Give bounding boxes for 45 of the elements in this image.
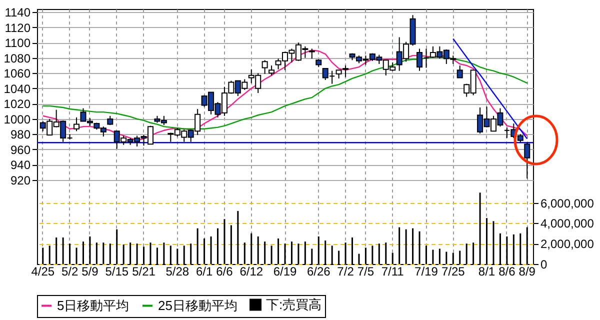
y2-tick-label: 6,000,000 [540,196,594,210]
y-tick-label: 1040 [4,82,31,96]
candlestick [262,60,268,74]
x-tick-label: 5/9 [82,264,99,278]
y-tick-label: 1140 [4,6,31,20]
y-tick-label: 1020 [4,97,31,112]
candlestick [308,48,315,60]
y-tick-label: 1120 [4,20,31,35]
y2-tick-label: 2,000,000 [540,237,594,252]
x-tick-label: 7/2 [337,264,354,278]
legend-label: 5日移動平均 [57,298,130,313]
y-tick-label: 1000 [4,112,31,126]
x-tick-label: 8/6 [498,264,516,278]
x-tick-label: 7/25 [441,264,466,278]
y-tick-label: 1080 [4,51,31,66]
x-tick-label: 7/19 [414,264,438,278]
x-tick-label: 8/9 [518,264,536,278]
legend-label: 下:売買高 [266,296,322,312]
line-series [452,38,528,140]
x-tick-label: 7/11 [381,264,404,278]
x-tick-label: 5/15 [105,264,129,278]
y2-tick-label: 0 [540,258,548,272]
y-tick-label: 920 [10,174,31,188]
x-tick-label: 6/26 [306,264,331,278]
y-tick-label: 960 [10,142,31,157]
y-tick-label: 980 [10,128,31,142]
y-tick-label: 940 [10,158,31,172]
x-tick-label: 7/5 [357,264,374,278]
x-tick-label: 4/25 [31,264,55,278]
x-tick-label: 6/19 [273,264,297,278]
y-tick-label: 1060 [4,66,31,81]
candlestick [74,116,80,132]
x-tick-label: 6/6 [216,264,234,278]
x-tick-label: 5/2 [61,264,78,278]
x-tick-label: 5/28 [166,264,190,278]
candlestick [456,64,463,78]
x-tick-label: 8/1 [478,264,496,278]
x-tick-label: 5/21 [132,264,156,278]
x-tick-label: 6/1 [196,264,213,278]
legend-label: 25日移動平均 [158,298,238,313]
candlestick [524,142,530,179]
y2-tick-label: 4,000,000 [540,216,594,231]
y-tick-label: 1100 [4,36,31,50]
candlestick [268,64,275,76]
x-tick-label: 6/12 [240,264,264,278]
